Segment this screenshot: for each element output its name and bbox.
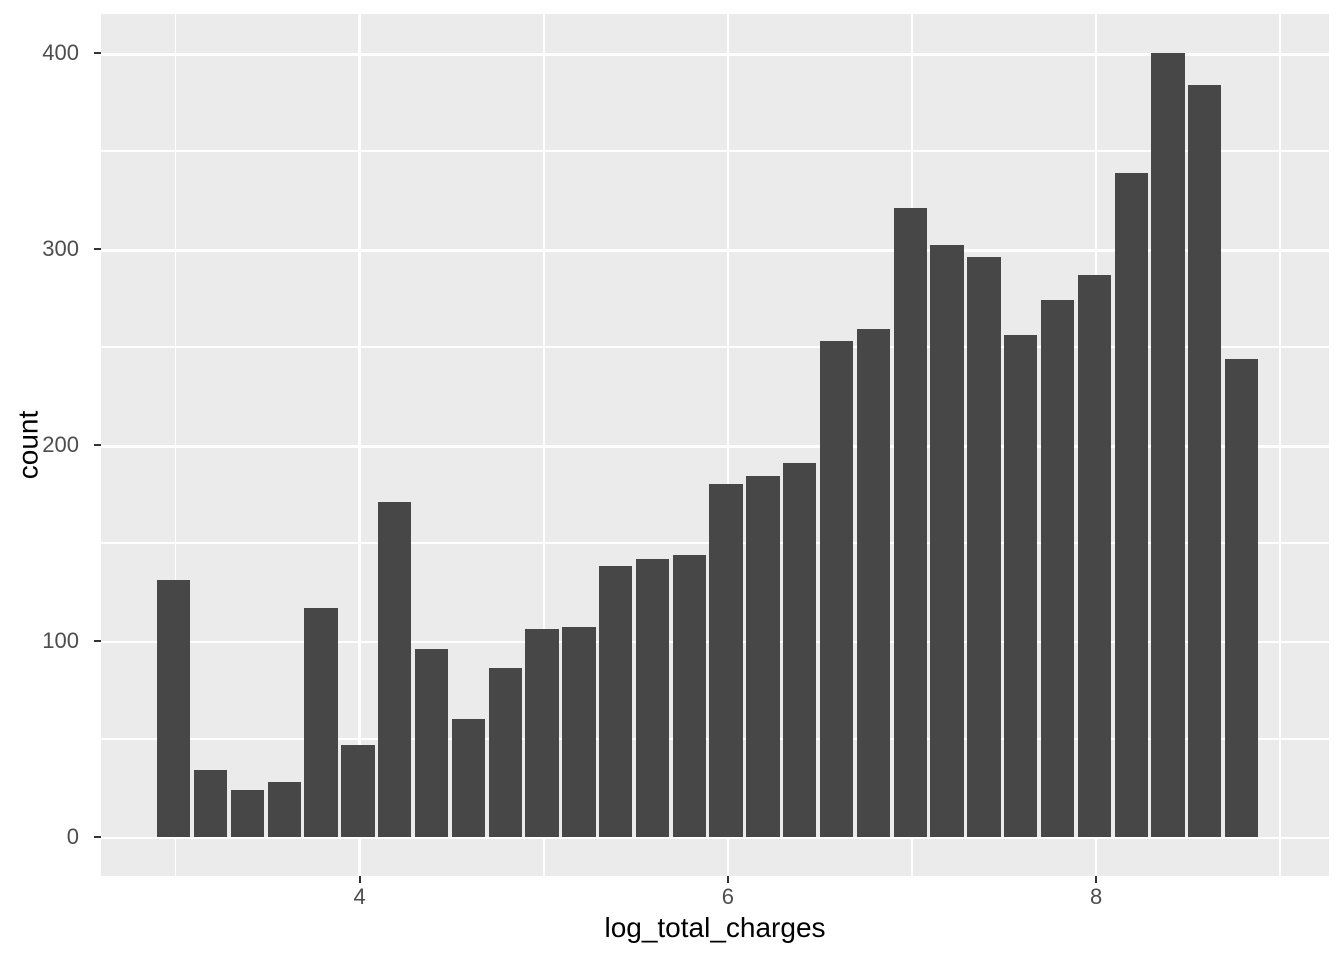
x-major-gridline: [358, 14, 361, 876]
histogram-bar: [193, 770, 228, 837]
y-major-gridline: [101, 836, 1329, 840]
histogram-bar: [341, 744, 375, 837]
y-tick-mark: [94, 52, 101, 55]
y-minor-gridline: [101, 346, 1329, 348]
y-major-gridline: [101, 53, 1329, 56]
histogram-bar: [1224, 358, 1259, 837]
histogram-bar: [1114, 172, 1148, 837]
y-minor-gridline: [101, 150, 1329, 152]
histogram-bar: [525, 629, 559, 837]
x-tick-label: 4: [353, 884, 366, 909]
histogram-bar: [819, 341, 854, 837]
x-tick-mark: [358, 876, 361, 883]
y-tick-mark: [94, 444, 101, 446]
histogram-bar: [709, 484, 743, 837]
histogram-bar: [599, 566, 633, 837]
x-major-gridline: [726, 14, 730, 876]
histogram-bar: [378, 501, 412, 837]
y-tick-label: 200: [42, 432, 79, 457]
y-axis-title: count: [12, 410, 44, 480]
histogram-bar: [967, 256, 1001, 837]
histogram-bar: [304, 607, 338, 837]
x-tick-mark: [726, 876, 729, 883]
y-tick-mark: [94, 248, 101, 251]
y-tick-mark: [94, 639, 101, 642]
y-major-gridline: [101, 445, 1329, 448]
histogram-bar: [856, 329, 891, 837]
y-tick-label: 0: [66, 823, 79, 849]
histogram-bar: [635, 558, 670, 837]
y-major-gridline: [101, 249, 1329, 252]
histogram-bar: [783, 462, 817, 837]
y-tick-label: 300: [42, 236, 79, 262]
plot-panel: [101, 14, 1329, 876]
histogram-bar: [414, 648, 449, 837]
histogram-bar: [230, 789, 265, 837]
histogram-bar: [930, 245, 964, 837]
x-tick-mark: [1095, 876, 1098, 883]
histogram-bar: [1040, 300, 1075, 837]
histogram-bar: [488, 668, 522, 837]
x-tick-label: 6: [721, 884, 734, 909]
y-tick-mark: [94, 835, 101, 838]
x-tick-label: 8: [1089, 884, 1103, 909]
histogram-bar: [1151, 53, 1185, 837]
y-tick-label: 100: [42, 627, 79, 653]
histogram-bar: [562, 627, 596, 837]
histogram-bar: [267, 781, 301, 837]
histogram-bar: [1188, 84, 1222, 837]
histogram-bar: [451, 719, 486, 837]
histogram-bar: [1077, 274, 1111, 837]
histogram-bar: [672, 554, 706, 837]
x-axis-title: log_total_charges: [604, 912, 826, 943]
y-tick-label: 400: [42, 40, 79, 66]
histogram-bar: [893, 207, 927, 837]
histogram-bar: [157, 580, 191, 837]
histogram-bar: [1004, 335, 1038, 837]
histogram-bar: [746, 476, 780, 837]
